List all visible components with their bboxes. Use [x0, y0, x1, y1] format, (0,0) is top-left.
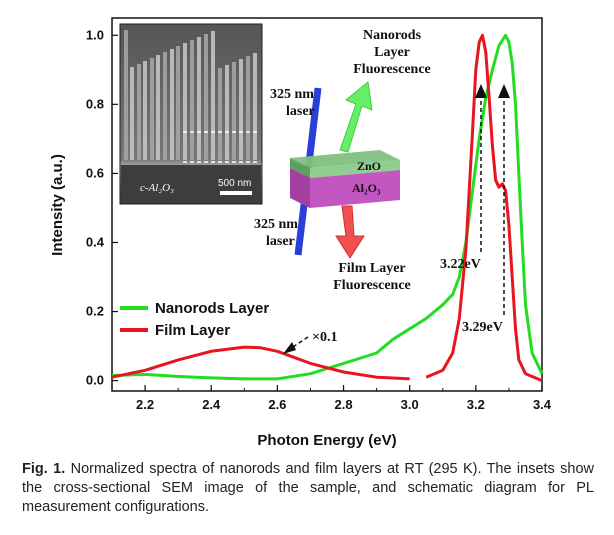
- sem-nanorod: [218, 68, 222, 160]
- sem-nanorod: [143, 61, 147, 160]
- peak-arrowhead-3.22: [475, 84, 487, 98]
- sem-nanorod: [124, 30, 128, 160]
- top-emission-label: Nanorods Layer Fluorescence: [353, 28, 431, 77]
- peak-arrowhead-3.29: [498, 84, 510, 98]
- y-tick-label-0.0: 0.0: [86, 373, 104, 388]
- peak-label-3.22: 3.22eV: [440, 257, 481, 272]
- y-tick-label-0.8: 0.8: [86, 96, 104, 111]
- sem-nanorod: [239, 59, 243, 160]
- x-tick-label-2.2: 2.2: [136, 397, 154, 412]
- plot-frame: [111, 17, 543, 392]
- top-emission-line2: Layer: [374, 45, 410, 60]
- sem-nanorod: [130, 67, 134, 160]
- peak-label-3.29: 3.29eV: [462, 320, 503, 335]
- top-laser-label-line2: laser: [286, 104, 315, 119]
- top-laser-label: 325 nm laser: [270, 87, 315, 119]
- caption-text: Normalized spectra of nanorods and film …: [22, 461, 594, 515]
- x-tick-label-2.6: 2.6: [268, 397, 286, 412]
- peak-markers: 3.22eV 3.29eV: [440, 84, 510, 335]
- legend-label-film: Film Layer: [155, 322, 230, 339]
- sem-substrate-label: c-Al₂O₃: [140, 182, 174, 194]
- bottom-emission-line2: Fluorescence: [333, 278, 411, 293]
- scale-annotation-line: [289, 336, 309, 350]
- sem-scale-label: 500 nm: [218, 178, 251, 189]
- y-axis-label: Intensity (a.u.): [49, 154, 66, 256]
- sem-nanorod: [190, 40, 194, 160]
- figure-caption: Fig. 1. Normalized spectra of nanorods a…: [22, 460, 594, 517]
- sem-nanorod: [183, 43, 187, 160]
- series-film-uv-line: [425, 33, 543, 382]
- series-group: [111, 33, 544, 382]
- sem-nanorod: [211, 31, 215, 160]
- y-axis-ticks: 0.0 0.2 0.4 0.6 0.8 1.0: [86, 27, 118, 388]
- sem-nanorod: [225, 65, 229, 160]
- film-fluorescence-arrow: [335, 205, 365, 259]
- schematic-inset: ZnO Al₂O₃ 325 nm laser 325 nm laser Nano…: [254, 28, 431, 293]
- sem-nanorod: [137, 64, 141, 160]
- sem-nanorod: [246, 56, 250, 160]
- series-nanorods-line: [111, 33, 544, 381]
- y-tick-label-0.2: 0.2: [86, 304, 104, 319]
- bottom-laser-label: 325 nm laser: [254, 217, 298, 249]
- sem-nanorod: [204, 34, 208, 160]
- al2o3-layer-front: [290, 168, 310, 208]
- sem-nanorod: [163, 52, 167, 160]
- scale-annotation-label: ×0.1: [312, 330, 337, 345]
- zno-layer-top: [290, 150, 400, 168]
- caption-prefix: Fig. 1.: [22, 461, 66, 477]
- x-tick-label-3.4: 3.4: [533, 397, 552, 412]
- legend: Nanorods Layer Film Layer: [120, 300, 269, 339]
- sem-nanorod: [197, 37, 201, 160]
- sem-substrate: [121, 165, 261, 203]
- sem-nanorod: [253, 53, 257, 160]
- top-emission-line3: Fluorescence: [353, 62, 431, 77]
- zno-layer-front: [290, 158, 310, 178]
- y-tick-label-0.4: 0.4: [86, 234, 105, 249]
- x-tick-label-3.0: 3.0: [401, 397, 419, 412]
- zno-label: ZnO: [357, 159, 381, 173]
- x-tick-label-2.8: 2.8: [334, 397, 352, 412]
- y-tick-label-0.6: 0.6: [86, 165, 104, 180]
- al2o3-layer-side: [310, 170, 400, 208]
- sem-nanorod: [170, 49, 174, 160]
- figure: 0.0 0.2 0.4 0.6 0.8 1.0 2.2 2.4 2.6 2.8 3.0 3.2 3.4…: [49, 17, 552, 449]
- x-tick-label-2.4: 2.4: [202, 397, 221, 412]
- x-axis-label: Photon Energy (eV): [257, 432, 396, 449]
- bottom-emission-label: Film Layer Fluorescence: [333, 261, 411, 293]
- x-axis-ticks: 2.2 2.4 2.6 2.8 3.0 3.2 3.4: [111, 385, 552, 412]
- bottom-laser-label-line2: laser: [266, 234, 295, 249]
- series-film-visible-line: [111, 345, 410, 381]
- top-laser-label-line1: 325 nm: [270, 87, 314, 102]
- sem-inset: c-Al₂O₃ 500 nm: [119, 23, 263, 205]
- sem-nanorods: [124, 30, 257, 160]
- x-tick-label-3.2: 3.2: [467, 397, 485, 412]
- sem-nanorod: [232, 62, 236, 160]
- sem-scale-bar: [220, 191, 252, 195]
- bottom-emission-line1: Film Layer: [338, 261, 405, 276]
- al2o3-label: Al₂O₃: [352, 181, 381, 195]
- sem-nanorod: [176, 46, 180, 160]
- bottom-laser-label-line1: 325 nm: [254, 217, 298, 232]
- scale-annotation: ×0.1: [283, 330, 337, 354]
- zno-layer-side: [310, 160, 400, 178]
- y-tick-label-1.0: 1.0: [86, 27, 104, 42]
- legend-label-nanorods: Nanorods Layer: [155, 300, 269, 317]
- scale-annotation-arrowhead: [283, 342, 296, 354]
- nanorods-fluorescence-arrow: [339, 81, 373, 153]
- top-emission-line1: Nanorods: [363, 28, 422, 43]
- sem-nanorod: [156, 55, 160, 160]
- sem-nanorod: [150, 58, 154, 160]
